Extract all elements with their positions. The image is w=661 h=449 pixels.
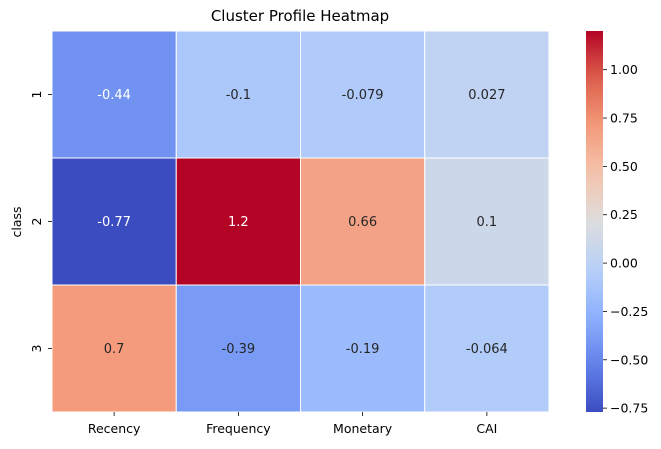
x-axis: Recency Frequency Monetary CAI [88,412,497,436]
cell-value-label: -0.19 [346,342,380,357]
heatmap-cell [51,157,177,286]
colorbar-tick-label: −0.25 [610,304,648,319]
colorbar-tick-label: 0.25 [610,207,638,222]
x-tick-label: Recency [88,421,141,436]
cell-value-label: 0.1 [477,215,498,230]
y-tick-label: 3 [29,345,44,353]
y-axis-label: class [9,206,24,237]
colorbar-tick-label: −0.75 [610,401,648,416]
colorbar-ticks: −0.75 −0.50 −0.25 0.00 0.25 0.50 0.75 1.00 [603,62,648,416]
x-tick-label: Monetary [333,421,393,436]
y-tick-label: 2 [29,218,44,226]
colorbar-tick-label: 0.50 [610,159,638,174]
heatmap-cell [424,157,550,286]
y-axis: 1 2 3 [29,91,52,353]
colorbar-tick-label: −0.50 [610,352,648,367]
colorbar [586,31,603,412]
chart-title: Cluster Profile Heatmap [211,7,389,25]
cell-value-label: -0.079 [342,88,384,103]
x-tick-label: Frequency [206,421,271,436]
heatmap-cells [51,30,550,413]
cell-value-label: -0.77 [97,215,131,230]
colorbar-tick-label: 1.00 [610,62,638,77]
colorbar-tick-label: 0.75 [610,111,638,126]
cell-value-label: 0.027 [468,88,505,103]
cell-value-label: -0.44 [97,88,131,103]
heatmap-cell [424,284,550,413]
heatmap-cell [51,30,177,159]
cell-value-label: 1.2 [228,215,249,230]
heatmap-cell [424,30,550,159]
x-tick-label: CAI [476,421,497,436]
heatmap-cell [175,30,301,159]
colorbar-tick-label: 0.00 [610,256,638,271]
heatmap-cell [175,157,301,286]
cell-value-label: -0.39 [222,342,256,357]
heatmap-cell [175,284,301,413]
cell-value-label: 0.7 [104,342,125,357]
cell-value-label: 0.66 [348,215,377,230]
cell-value-label: -0.1 [226,88,251,103]
heatmap-cell [300,30,426,159]
y-tick-label: 1 [29,91,44,99]
heatmap-cell-labels: -0.44 -0.1 -0.079 0.027 -0.77 1.2 0.66 0.1 0.7 -0… [97,88,508,357]
cell-value-label: -0.064 [466,342,508,357]
